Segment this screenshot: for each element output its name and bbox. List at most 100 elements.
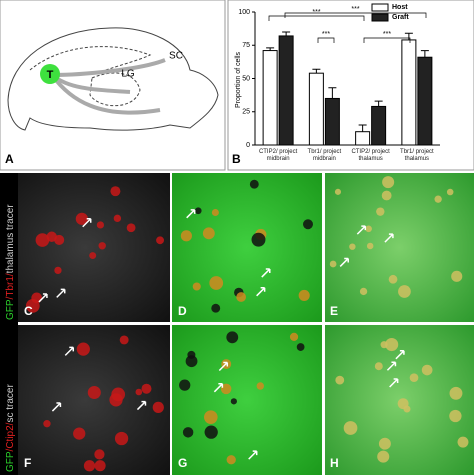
panel-label: B [232, 152, 241, 166]
cell [457, 436, 469, 448]
arrow [339, 257, 349, 267]
x-tick-label: Tbr1/ project thalamus [400, 149, 434, 162]
bar [308, 72, 324, 146]
y-tick-label: 0 [246, 142, 250, 149]
cell [303, 219, 313, 230]
panel-label: F [24, 456, 31, 470]
cell [73, 427, 86, 440]
panel-label: H [330, 456, 339, 470]
arrow [248, 450, 258, 460]
cell [256, 382, 265, 390]
cell [110, 186, 121, 197]
cell [209, 276, 224, 290]
ventricle [29, 46, 152, 73]
cell [335, 375, 345, 385]
legend-swatch [371, 3, 389, 12]
cell [25, 299, 40, 313]
significance-bracket [268, 15, 365, 21]
cell [185, 355, 198, 368]
cell [220, 383, 232, 395]
cell [289, 332, 299, 341]
annotation: *** [312, 9, 320, 16]
cell [202, 227, 215, 240]
x-tick-label: CTIP2/ project thalamus [351, 149, 390, 162]
side-label-part: /Tbr1/ [5, 273, 16, 299]
cells [25, 176, 469, 472]
cell [382, 176, 395, 189]
cell [76, 342, 90, 356]
cell [230, 398, 237, 405]
cell [54, 266, 62, 275]
arrow [186, 209, 196, 219]
error-bar [282, 31, 291, 36]
cell [141, 383, 152, 394]
error-bar [358, 124, 367, 132]
cell [94, 449, 105, 460]
arrow [51, 402, 62, 412]
side-label-part: /Ctip2/ [5, 422, 16, 451]
cell [156, 236, 164, 245]
bar [278, 35, 294, 146]
cell [385, 337, 399, 352]
error-bar [328, 87, 337, 99]
cell [397, 398, 409, 410]
panel-frame [0, 0, 226, 171]
cell [113, 214, 122, 223]
x-tick-label: Tbr1/ project midbrain [307, 149, 342, 162]
annotation: *** [322, 31, 330, 38]
cell [449, 386, 463, 400]
arrow [218, 361, 229, 372]
cell [449, 409, 462, 423]
bar [324, 97, 340, 146]
arrow [395, 350, 405, 360]
cell [43, 420, 51, 428]
y-axis-label: Proportion of cells [235, 51, 242, 108]
diagram-label: SC [169, 51, 183, 62]
thalamus-outline [89, 72, 141, 107]
error-bar [312, 68, 321, 74]
micrograph [172, 173, 322, 322]
cell [204, 425, 218, 439]
cell [349, 243, 356, 250]
annotation: *** [383, 31, 391, 38]
error-bar [404, 32, 413, 40]
legend-label: Host [392, 4, 408, 11]
cell [152, 401, 164, 413]
diagram-label: T [47, 69, 54, 81]
arrow [38, 293, 48, 303]
cell [359, 287, 368, 296]
cell [180, 230, 192, 242]
cell [83, 460, 96, 472]
annotation: *** [351, 6, 359, 13]
cell [366, 242, 374, 250]
cell [211, 208, 219, 217]
arrow [82, 217, 92, 228]
brain-outline [7, 27, 219, 131]
side-label: GFP/Ctip2/sc tracer [5, 384, 16, 472]
cell [46, 231, 57, 242]
cell [89, 252, 97, 260]
y-tick-label: 100 [238, 9, 250, 16]
panel-label: C [24, 304, 33, 318]
side-label-part: GFP [5, 451, 16, 472]
cell [119, 335, 129, 345]
cell [35, 233, 50, 247]
cell [376, 207, 385, 216]
cell [329, 260, 337, 268]
error-bar [420, 50, 429, 58]
legend-swatch [371, 13, 389, 22]
bar [401, 39, 417, 146]
x-tick-label: CTIP2/ project midbrain [258, 149, 298, 162]
cell [75, 212, 88, 225]
cell [226, 331, 239, 344]
arrow [389, 378, 399, 388]
cell [298, 289, 310, 301]
side-label-part: sc tracer [5, 384, 16, 423]
cell [211, 303, 221, 313]
cell [388, 274, 398, 284]
legend-label: Graft [392, 14, 409, 21]
tract [51, 58, 166, 77]
micrograph [325, 173, 474, 322]
cell [421, 364, 433, 376]
cell [251, 232, 266, 247]
